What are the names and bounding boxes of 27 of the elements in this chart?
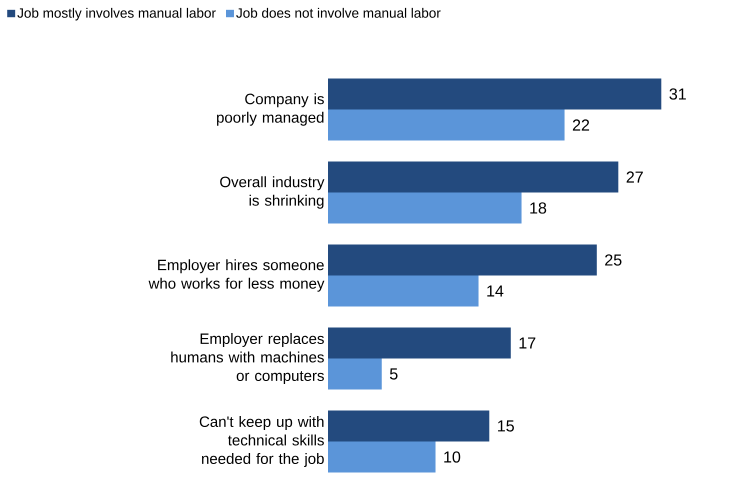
bar [328,275,479,306]
bar [328,78,662,110]
legend-label: Job does not involve manual labor [236,8,441,18]
data-label: 10 [444,451,460,463]
bar [328,441,436,472]
data-label: 27 [626,171,643,183]
bar [328,358,382,390]
data-label: 25 [605,254,622,266]
y-tick-label: Employer hires someone who works for less money [148,259,324,292]
y-tick-label: Company is poorly managed [217,93,324,126]
data-label: 22 [572,119,590,131]
bar [328,244,597,276]
y-tick-label: Overall industry is shrinking [220,176,324,209]
bar [328,192,522,224]
bar [328,110,565,141]
data-label: 15 [498,420,514,432]
data-label: 18 [530,202,546,214]
data-label: 31 [669,88,686,100]
bar [328,327,511,358]
bar [328,162,618,192]
bar [328,410,490,442]
data-label: 14 [487,285,504,296]
legend-label: Job mostly involves manual labor [17,8,216,20]
y-tick-label: Can't keep up with technical skills needed for the job [200,416,324,467]
y-tick-label: Employer replaces humans with machines or computers [171,333,324,384]
data-label: 17 [520,337,536,348]
data-label: 5 [390,368,398,380]
